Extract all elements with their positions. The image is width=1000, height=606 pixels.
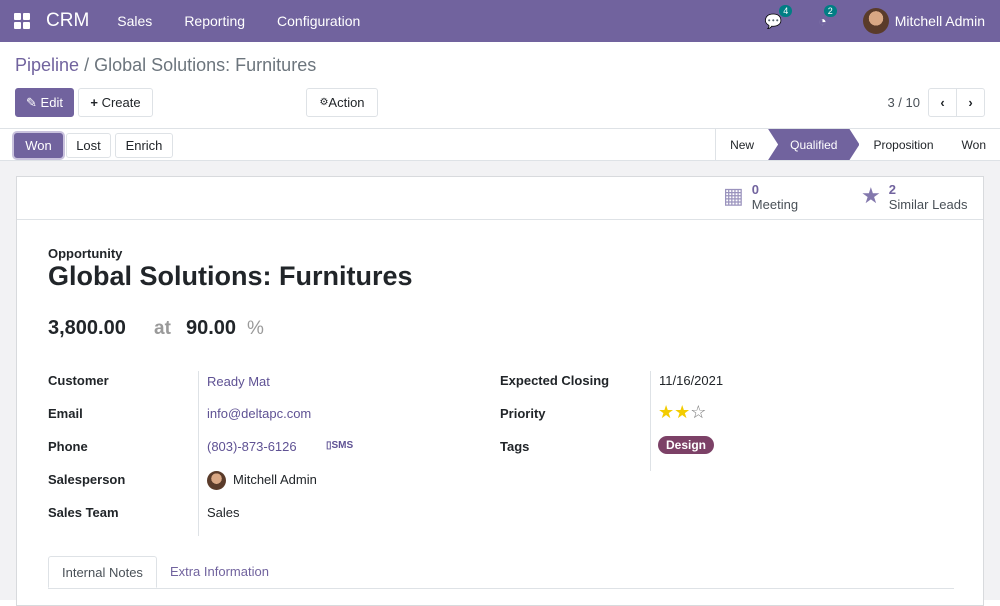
meeting-label: Meeting: [751, 197, 799, 212]
sms-button[interactable]: ▯SMS: [326, 440, 353, 451]
star-filled-icon[interactable]: ★: [658, 402, 675, 422]
create-button[interactable]: + Create: [78, 88, 153, 117]
edit-button[interactable]: ✎ Edit: [15, 88, 74, 117]
expected-revenue[interactable]: 3,800.00: [48, 317, 126, 339]
meeting-count: 0: [751, 182, 760, 197]
stage-won[interactable]: Won: [961, 137, 986, 152]
priority-label: Priority: [500, 406, 546, 421]
activities-badge: 2: [823, 5, 837, 17]
mobile-icon: ▯: [326, 440, 332, 451]
enrich-button[interactable]: Enrich: [115, 133, 173, 158]
tags-label: Tags: [500, 439, 530, 454]
star-filled-icon[interactable]: ★: [674, 402, 691, 422]
breadcrumb-pipeline[interactable]: Pipeline: [15, 55, 80, 75]
action-label: Action: [328, 95, 365, 110]
gear-icon: ⚙: [319, 97, 329, 108]
top-navbar: CRM Sales Reporting Configuration 💬 4 ◔ 2 …: [0, 0, 1000, 42]
expected-closing-label: Expected Closing: [500, 373, 610, 388]
divider: [0, 128, 1000, 129]
apps-menu-icon[interactable]: [14, 13, 30, 29]
sms-label: SMS: [331, 440, 354, 451]
create-label: Create: [101, 95, 141, 110]
pencil-icon: ✎: [26, 94, 41, 110]
chevron-left-icon: ‹: [940, 95, 945, 110]
divider: [198, 371, 199, 536]
button-box: ▦ 0 Meeting ★ 2 Similar Leads: [17, 177, 983, 220]
user-menu[interactable]: Mitchell Admin: [894, 13, 985, 29]
sales-team-label: Sales Team: [48, 505, 119, 520]
email-label: Email: [48, 406, 83, 421]
tab-extra-information[interactable]: Extra Information: [169, 564, 269, 579]
divider: [650, 371, 651, 471]
menu-reporting[interactable]: Reporting: [184, 13, 246, 29]
sales-team-field[interactable]: Sales: [207, 505, 240, 520]
tags-field[interactable]: Design: [658, 436, 715, 454]
meeting-button[interactable]: ▦ 0 Meeting: [723, 183, 798, 213]
messages-badge: 4: [779, 4, 793, 17]
customer-label: Customer: [48, 373, 109, 388]
record-name[interactable]: Global Solutions: Furnitures: [48, 261, 413, 291]
status-bar: Won Lost Enrich New Qualified Propositio…: [0, 129, 1000, 161]
phone-label: Phone: [48, 439, 88, 454]
customer-field[interactable]: Ready Mat: [207, 374, 270, 389]
star-icon: ★: [861, 183, 881, 208]
similar-count: 2: [888, 182, 896, 197]
notebook-tabs: Internal Notes Extra Information: [48, 556, 954, 589]
email-field[interactable]: info@deltapc.com: [207, 406, 312, 421]
breadcrumb: Pipeline / Global Solutions: Furnitures: [15, 55, 316, 76]
similar-leads-button[interactable]: ★ 2 Similar Leads: [861, 183, 968, 213]
star-empty-icon[interactable]: ☆: [690, 402, 707, 422]
pager-value[interactable]: 3 / 10: [887, 95, 920, 110]
tag-design[interactable]: Design: [658, 436, 715, 454]
pager-next-button[interactable]: ›: [956, 88, 985, 117]
percent-sign: %: [247, 318, 264, 339]
messages-icon[interactable]: 💬 4: [765, 4, 793, 30]
breadcrumb-current: Global Solutions: Furnitures: [94, 55, 317, 75]
stage-qualified[interactable]: Qualified: [768, 129, 859, 160]
app-name[interactable]: CRM: [46, 10, 90, 31]
edit-label: Edit: [40, 95, 63, 110]
calendar-icon: ▦: [723, 183, 744, 208]
stage-pipeline: New Qualified Proposition Won: [715, 129, 1000, 160]
menu-sales[interactable]: Sales: [117, 13, 153, 29]
expected-closing-field[interactable]: 11/16/2021: [659, 373, 724, 388]
record-type: Opportunity: [48, 246, 123, 261]
chevron-right-icon: ›: [968, 95, 973, 110]
probability[interactable]: 90.00: [186, 317, 237, 339]
breadcrumb-separator: /: [84, 55, 90, 75]
stage-new[interactable]: New: [730, 137, 755, 152]
salesperson-field[interactable]: Mitchell Admin: [233, 472, 317, 487]
menu-configuration[interactable]: Configuration: [277, 13, 361, 29]
stage-proposition[interactable]: Proposition: [873, 137, 934, 152]
priority-widget[interactable]: ★★☆: [658, 403, 706, 421]
salesperson-label: Salesperson: [48, 472, 126, 487]
phone-field[interactable]: (803)-873-6126: [207, 439, 297, 454]
tab-internal-notes[interactable]: Internal Notes: [48, 556, 157, 588]
plus-icon: +: [90, 95, 102, 110]
user-avatar[interactable]: [862, 8, 889, 34]
similar-label: Similar Leads: [888, 197, 968, 212]
salesperson-avatar: [207, 471, 226, 490]
lost-button[interactable]: Lost: [66, 133, 111, 158]
form-sheet: ▦ 0 Meeting ★ 2 Similar Leads Opportunity …: [16, 176, 984, 606]
won-button[interactable]: Won: [14, 133, 63, 158]
at-label: at: [154, 318, 171, 339]
activities-icon[interactable]: ◔ 2: [818, 5, 837, 29]
pager-previous-button[interactable]: ‹: [928, 88, 957, 117]
action-button[interactable]: ⚙ Action: [306, 88, 378, 117]
